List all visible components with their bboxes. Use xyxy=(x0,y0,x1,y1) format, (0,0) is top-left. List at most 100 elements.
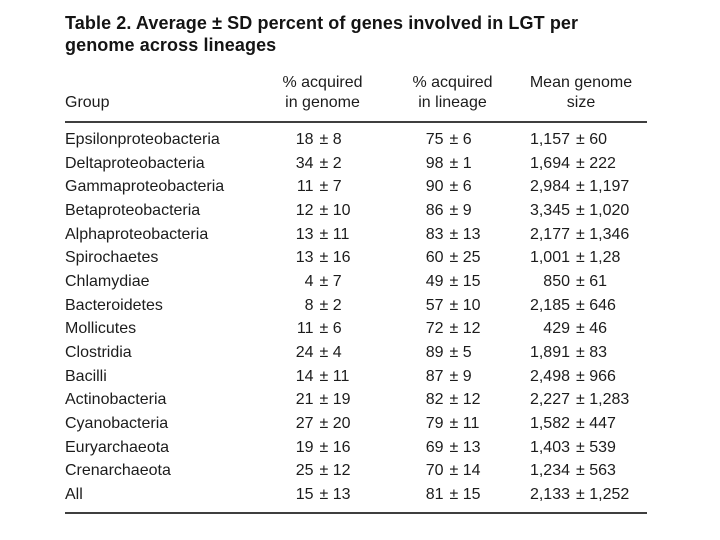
mean-value: 11 xyxy=(296,320,314,338)
mean-value: 57 xyxy=(425,296,444,314)
sd-value: ± 222 xyxy=(576,154,616,172)
group-cell: Chlamydiae xyxy=(65,272,150,290)
sd-value: ± 6 xyxy=(449,130,472,148)
mean-genome-size-cell: 2,498 ± 966 xyxy=(515,368,647,386)
mean-value: 850 xyxy=(543,272,570,290)
mean-value: 19 xyxy=(295,438,314,456)
sd-value: ± 9 xyxy=(449,201,472,219)
pct-acquired-lineage-cell: 87 ± 9 xyxy=(390,368,515,386)
mean-value: 34 xyxy=(295,154,314,172)
table-row: Actinobacteria 21 ± 19 82 ± 12 2,227 ± 1,28… xyxy=(65,389,647,413)
mean-value: 27 xyxy=(295,415,314,433)
sd-value: ± 966 xyxy=(576,367,616,385)
mean-genome-size-cell: 2,227 ± 1,283 xyxy=(515,391,647,409)
column-header-group: Group xyxy=(65,94,110,111)
sd-value: ± 563 xyxy=(576,462,616,480)
mean-value: 2,984 xyxy=(529,178,570,196)
pct-acquired-genome-cell: 11 ± 6 xyxy=(255,320,390,338)
mean-genome-size-cell: 2,185 ± 646 xyxy=(515,297,647,315)
pct-acquired-lineage-cell: 86 ± 9 xyxy=(390,202,515,220)
mean-value: 98 xyxy=(425,154,444,172)
mean-genome-size-cell: 3,345 ± 1,020 xyxy=(515,202,647,220)
sd-value: ± 12 xyxy=(449,391,481,409)
table-row: Bacteroidetes 8 ± 2 57 ± 10 2,185 ± 646 xyxy=(65,294,647,318)
pct-acquired-lineage-cell: 60 ± 25 xyxy=(390,249,515,267)
pct-acquired-genome-cell: 12 ± 10 xyxy=(255,202,390,220)
group-cell: Epsilonproteobacteria xyxy=(65,130,220,148)
mean-value: 18 xyxy=(295,130,314,148)
table-row: Crenarchaeota 25 ± 12 70 ± 14 1,234 ± 563 xyxy=(65,460,647,484)
mean-genome-size-cell: 1,234 ± 563 xyxy=(515,462,647,480)
sd-value: ± 10 xyxy=(319,201,351,219)
group-cell: Bacilli xyxy=(65,367,107,385)
table-row: Betaproteobacteria 12 ± 10 86 ± 9 3,345 ± 1… xyxy=(65,199,647,223)
group-cell: Gammaproteobacteria xyxy=(65,178,225,196)
pct-acquired-lineage-cell: 57 ± 10 xyxy=(390,297,515,315)
group-cell: Mollicutes xyxy=(65,320,137,338)
pct-acquired-genome-cell: 11 ± 7 xyxy=(255,178,390,196)
pct-acquired-genome-cell: 25 ± 12 xyxy=(255,462,390,480)
pct-acquired-lineage-cell: 75 ± 6 xyxy=(390,131,515,149)
sd-value: ± 12 xyxy=(319,462,351,480)
pct-acquired-lineage-cell: 79 ± 11 xyxy=(390,415,515,433)
table-row: Alphaproteobacteria 13 ± 11 83 ± 13 2,177 ±… xyxy=(65,223,647,247)
mean-value: 2,177 xyxy=(529,225,570,243)
mean-value: 2,227 xyxy=(529,391,570,409)
sd-value: ± 16 xyxy=(319,438,351,456)
table-row: All 15 ± 13 81 ± 15 2,133 ± 1,252 xyxy=(65,483,647,507)
mean-value: 49 xyxy=(425,272,444,290)
pct-acquired-lineage-cell: 49 ± 15 xyxy=(390,273,515,291)
sd-value: ± 2 xyxy=(319,154,342,172)
sd-value: ± 11 xyxy=(319,367,350,385)
mean-value: 13 xyxy=(295,249,314,267)
column-header-mean-genome-size: Mean genome size xyxy=(529,74,633,111)
sd-value: ± 13 xyxy=(319,486,351,504)
mean-value: 429 xyxy=(543,320,570,338)
sd-value: ± 447 xyxy=(576,415,616,433)
pct-acquired-genome-cell: 14 ± 11 xyxy=(255,368,390,386)
sd-value: ± 6 xyxy=(319,320,342,338)
pct-acquired-lineage-cell: 70 ± 14 xyxy=(390,462,515,480)
sd-value: ± 10 xyxy=(449,296,481,314)
sd-value: ± 13 xyxy=(449,225,481,243)
sd-value: ± 7 xyxy=(319,178,342,196)
mean-value: 24 xyxy=(295,344,314,362)
pct-acquired-lineage-cell: 89 ± 5 xyxy=(390,344,515,362)
sd-value: ± 16 xyxy=(319,249,351,267)
mean-value: 12 xyxy=(295,201,314,219)
sd-value: ± 6 xyxy=(449,178,472,196)
group-cell: Crenarchaeota xyxy=(65,462,171,480)
group-cell: Alphaproteobacteria xyxy=(65,225,209,243)
table-body: Epsilonproteobacteria 18 ± 8 75 ± 6 1,157 ±… xyxy=(65,123,647,512)
pct-acquired-genome-cell: 18 ± 8 xyxy=(255,131,390,149)
sd-value: ± 1,252 xyxy=(576,486,630,504)
mean-value: 1,157 xyxy=(529,130,570,148)
mean-value: 25 xyxy=(295,462,314,480)
sd-value: ± 11 xyxy=(319,225,350,243)
mean-genome-size-cell: 1,001 ± 1,28 xyxy=(515,249,647,267)
sd-value: ± 2 xyxy=(319,296,342,314)
mean-genome-size-cell: 1,891 ± 83 xyxy=(515,344,647,362)
sd-value: ± 83 xyxy=(576,344,608,362)
pct-acquired-genome-cell: 15 ± 13 xyxy=(255,486,390,504)
mean-genome-size-cell: 2,177 ± 1,346 xyxy=(515,226,647,244)
sd-value: ± 1,28 xyxy=(576,249,621,267)
group-cell: Euryarchaeota xyxy=(65,438,170,456)
pct-acquired-genome-cell: 13 ± 16 xyxy=(255,249,390,267)
table-row: Spirochaetes 13 ± 16 60 ± 25 1,001 ± 1,28 xyxy=(65,246,647,270)
sd-value: ± 13 xyxy=(449,438,481,456)
table-2-container: Table 2. Average ± SD percent of genes i… xyxy=(65,13,647,514)
table-row: Chlamydiae 4 ± 7 49 ± 15 850 ± 61 xyxy=(65,270,647,294)
pct-acquired-lineage-cell: 83 ± 13 xyxy=(390,226,515,244)
mean-value: 1,694 xyxy=(529,154,570,172)
pct-acquired-genome-cell: 21 ± 19 xyxy=(255,391,390,409)
mean-genome-size-cell: 2,984 ± 1,197 xyxy=(515,178,647,196)
table-title: Table 2. Average ± SD percent of genes i… xyxy=(65,13,647,56)
mean-value: 3,345 xyxy=(529,201,570,219)
mean-value: 1,001 xyxy=(529,249,570,267)
table-row: Cyanobacteria 27 ± 20 79 ± 11 1,582 ± 447 xyxy=(65,412,647,436)
mean-genome-size-cell: 1,582 ± 447 xyxy=(515,415,647,433)
sd-value: ± 11 xyxy=(449,415,480,433)
group-cell: Spirochaetes xyxy=(65,249,159,267)
mean-value: 70 xyxy=(425,462,444,480)
